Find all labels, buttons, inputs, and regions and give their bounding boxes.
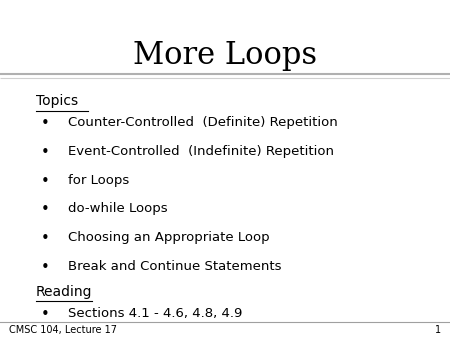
Text: Choosing an Appropriate Loop: Choosing an Appropriate Loop bbox=[68, 231, 269, 244]
Text: 1: 1 bbox=[435, 325, 441, 335]
Text: do-while Loops: do-while Loops bbox=[68, 202, 167, 215]
Text: for Loops: for Loops bbox=[68, 174, 129, 187]
Text: CMSC 104, Lecture 17: CMSC 104, Lecture 17 bbox=[9, 325, 117, 335]
Text: •: • bbox=[40, 116, 50, 131]
Text: •: • bbox=[40, 202, 50, 217]
Text: Counter-Controlled  (Definite) Repetition: Counter-Controlled (Definite) Repetition bbox=[68, 116, 337, 129]
Text: •: • bbox=[40, 231, 50, 246]
Text: Break and Continue Statements: Break and Continue Statements bbox=[68, 260, 281, 272]
Text: Event-Controlled  (Indefinite) Repetition: Event-Controlled (Indefinite) Repetition bbox=[68, 145, 333, 158]
Text: Topics: Topics bbox=[36, 94, 78, 108]
Text: •: • bbox=[40, 307, 50, 322]
Text: •: • bbox=[40, 174, 50, 189]
Text: More Loops: More Loops bbox=[133, 41, 317, 71]
Text: •: • bbox=[40, 145, 50, 160]
Text: Reading: Reading bbox=[36, 285, 93, 299]
Text: •: • bbox=[40, 260, 50, 274]
Text: Sections 4.1 - 4.6, 4.8, 4.9: Sections 4.1 - 4.6, 4.8, 4.9 bbox=[68, 307, 242, 320]
